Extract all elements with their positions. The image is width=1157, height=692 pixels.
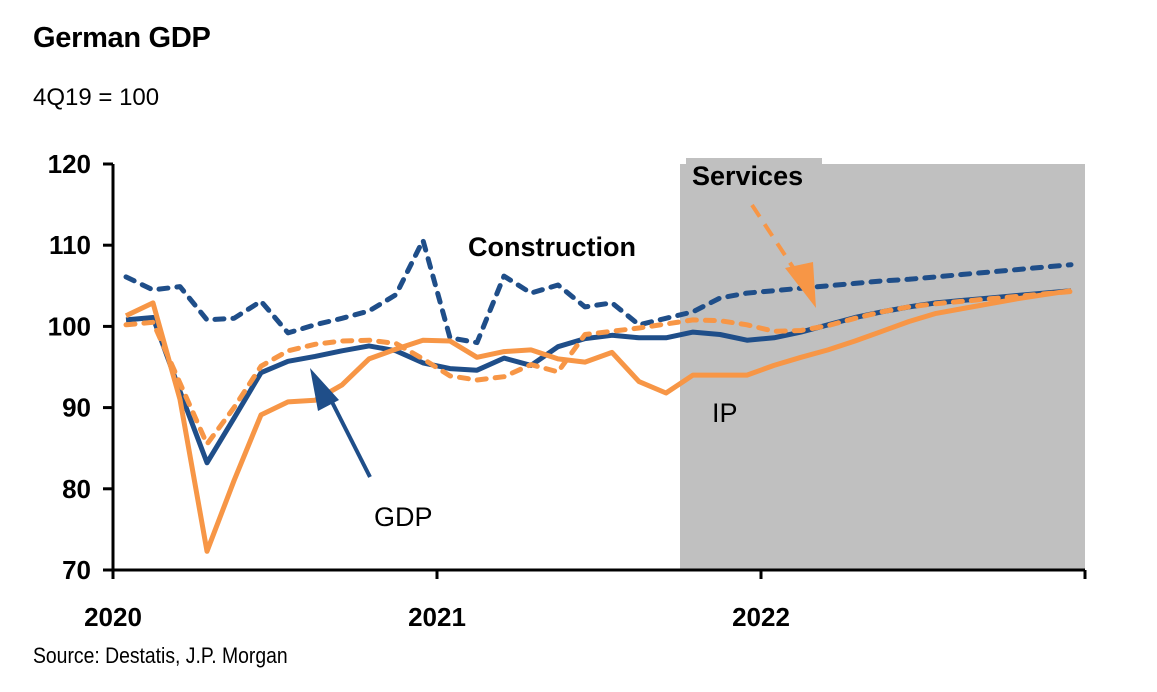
annotation-services: Services [692, 161, 803, 191]
series-line-construction [123, 237, 1074, 346]
series-line-services [123, 289, 1074, 447]
annotations: Construction Services GDP IP [310, 158, 822, 532]
x-tick-label: 2022 [732, 602, 790, 632]
gdp-arrow-head [310, 368, 339, 411]
y-tick-label: 70 [62, 555, 91, 585]
services-arrow-head [785, 262, 816, 308]
source-note: Source: Destatis, J.P. Morgan [33, 643, 288, 668]
y-tick-label: 100 [48, 311, 91, 341]
axes: 70 80 90 100 110 120 2020 2021 2022 [48, 149, 1087, 632]
services-label-background [686, 158, 822, 194]
y-tick-label: 80 [62, 474, 91, 504]
chart-subtitle: 4Q19 = 100 [33, 84, 160, 111]
series-layer [123, 237, 1074, 554]
y-tick-label: 110 [49, 230, 91, 260]
y-tick-label: 90 [62, 393, 91, 423]
chart-title: German GDP [33, 22, 211, 54]
y-tick-label: 120 [48, 149, 91, 179]
series-line-gdp [125, 288, 1072, 466]
gdp-arrow-shaft [328, 397, 372, 478]
forecast-shading-layer [680, 164, 1085, 570]
forecast-shading [680, 164, 1085, 570]
annotation-ip: IP [712, 398, 738, 428]
series-line-ip [124, 288, 1072, 554]
services-arrow-shaft [750, 203, 802, 280]
annotation-construction: Construction [468, 232, 636, 262]
x-tick-label: 2020 [84, 602, 142, 632]
annotation-gdp: GDP [374, 502, 433, 532]
x-tick-label: 2021 [408, 602, 466, 632]
